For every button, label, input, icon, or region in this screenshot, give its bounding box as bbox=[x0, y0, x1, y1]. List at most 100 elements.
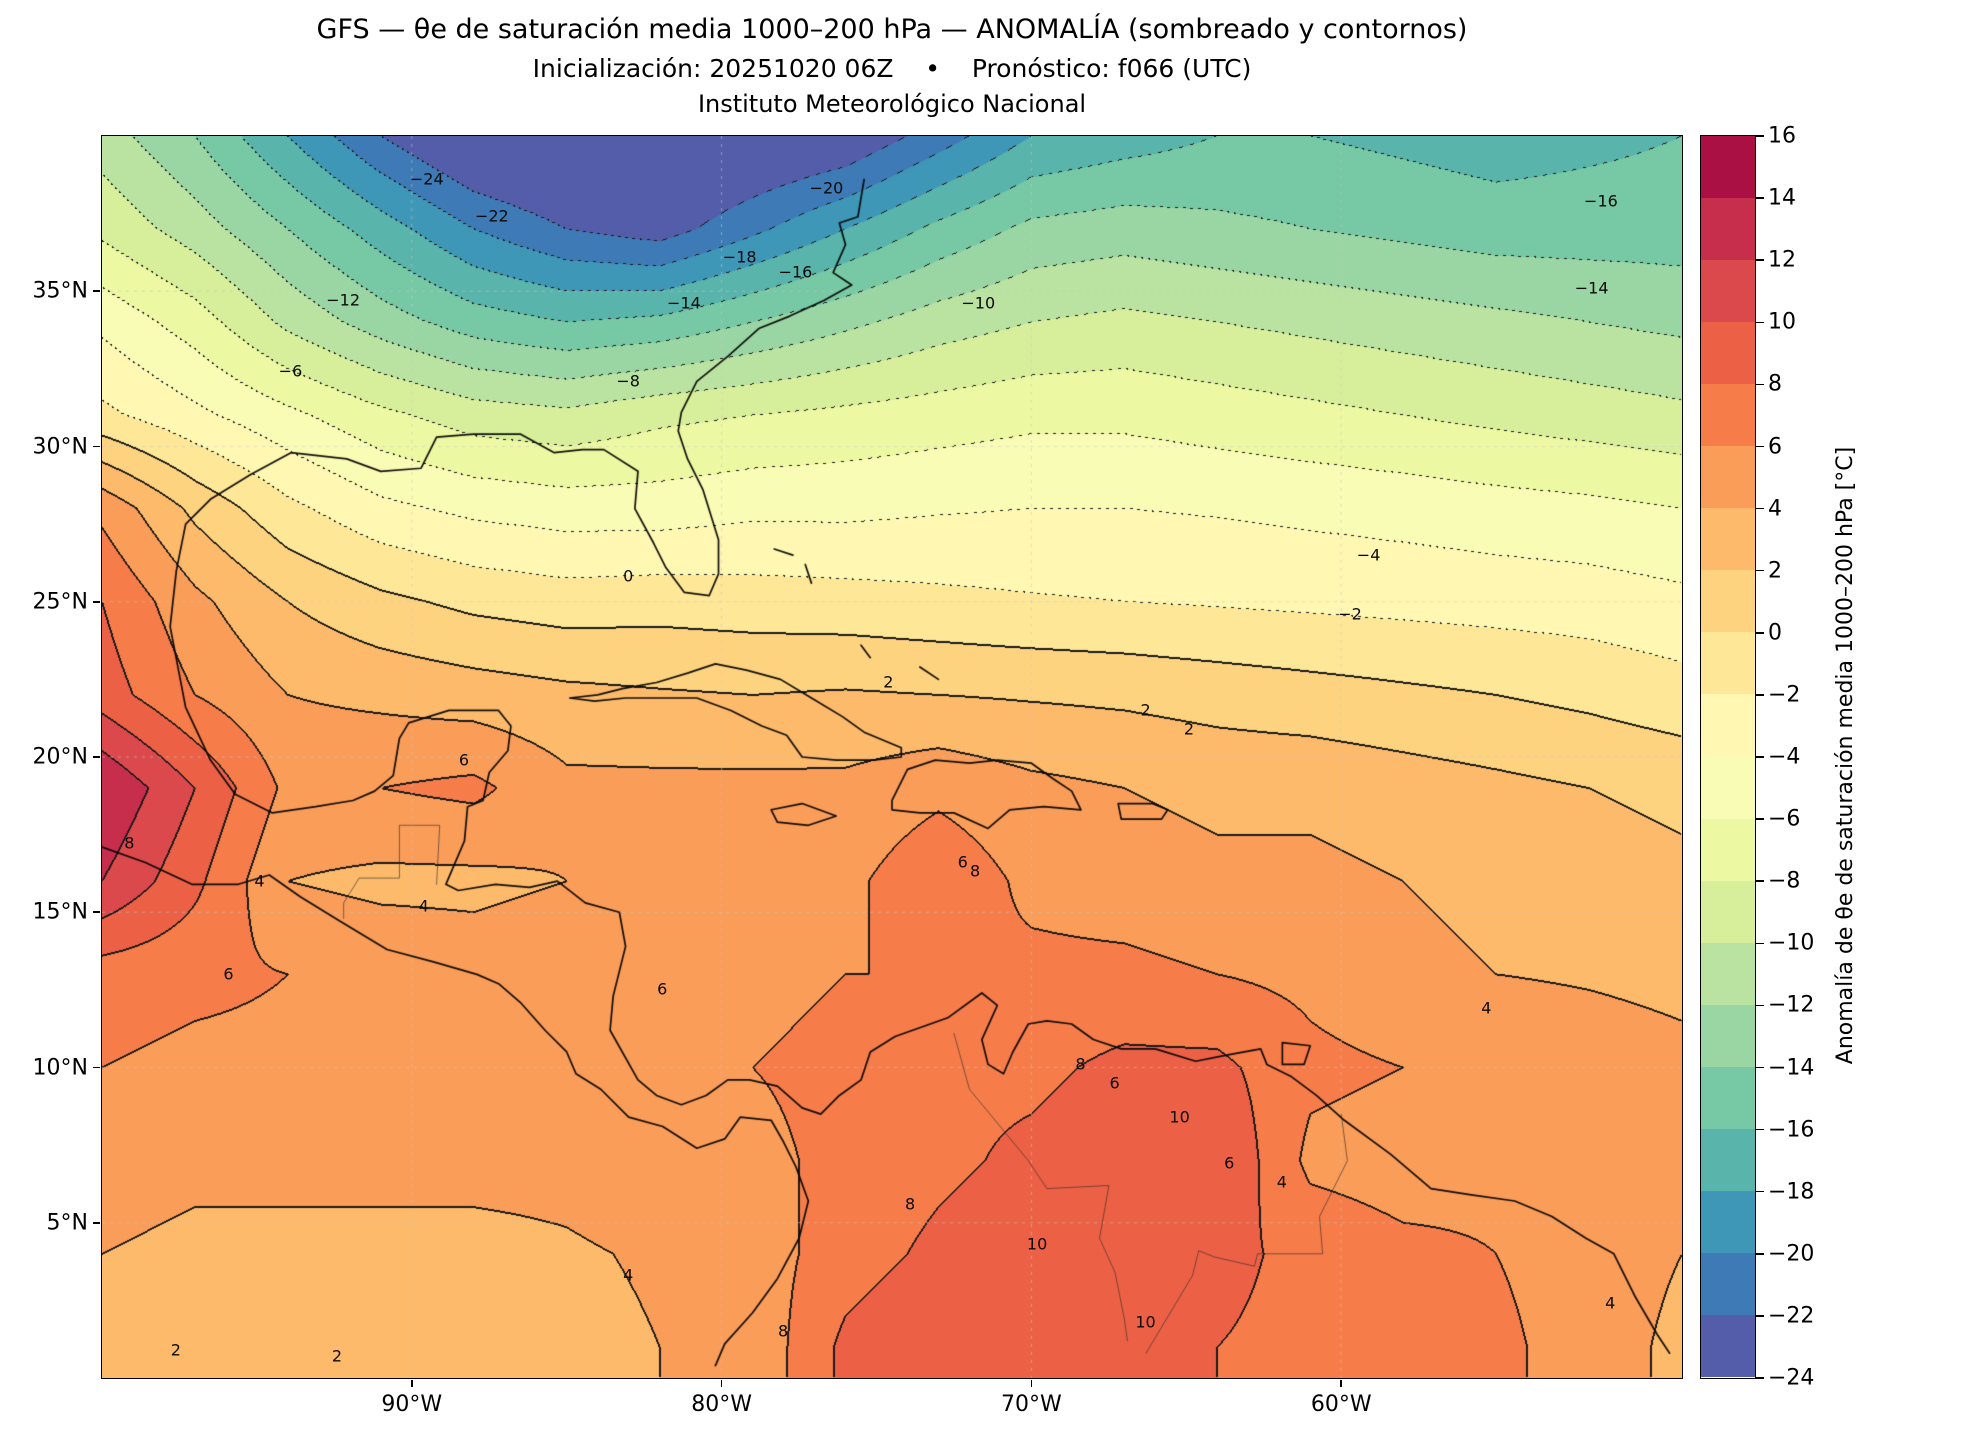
contour-label: −10 bbox=[961, 293, 996, 313]
contour-label: 4 bbox=[1276, 1172, 1287, 1192]
colorbar-tick-label: 8 bbox=[1768, 371, 1782, 397]
colorbar-tick-label: −8 bbox=[1768, 868, 1801, 894]
colorbar-segment bbox=[1701, 942, 1755, 1005]
contour-label: 4 bbox=[1605, 1293, 1616, 1313]
colorbar-label: Anomalía de θe de saturación media 1000–… bbox=[1833, 446, 1859, 1065]
contour-label: 6 bbox=[1109, 1073, 1120, 1093]
contour-label: −6 bbox=[278, 361, 303, 381]
contour-label: −12 bbox=[326, 290, 361, 310]
colorbar-tick-mark bbox=[1755, 1066, 1764, 1069]
colorbar-tick-label: −24 bbox=[1768, 1365, 1815, 1391]
x-tick-label: 60°W bbox=[1310, 1392, 1372, 1417]
colorbar-tick-mark bbox=[1755, 1128, 1764, 1131]
contour-label: 2 bbox=[1140, 700, 1151, 720]
x-tick-label: 90°W bbox=[381, 1392, 443, 1417]
colorbar-segment bbox=[1701, 1315, 1755, 1378]
colorbar-segment bbox=[1701, 1253, 1755, 1316]
contour-label: 2 bbox=[331, 1346, 343, 1366]
contour-label: 2 bbox=[170, 1340, 181, 1360]
contour-labels-layer: −24 −22 −20 −18 −16 −14 −12 −10 −8 −6 −16 −14 −4 −2 0 2… bbox=[102, 136, 1682, 1378]
colorbar-tick-mark bbox=[1755, 1190, 1764, 1193]
colorbar-tick-label: −22 bbox=[1768, 1303, 1815, 1329]
colorbar-label-wrap: Anomalía de θe de saturación media 1000–… bbox=[1822, 135, 1870, 1377]
contour-label: −24 bbox=[409, 169, 444, 189]
contour-label: 8 bbox=[124, 833, 135, 853]
y-tick-label: 20°N bbox=[32, 744, 88, 770]
colorbar-tick-label: −4 bbox=[1768, 744, 1801, 770]
colorbar-tick-mark bbox=[1755, 259, 1764, 261]
colorbar-tick-label: 14 bbox=[1768, 185, 1796, 211]
map-plot-area: −24 −22 −20 −18 −16 −14 −12 −10 −8 −6 −16 −14 −4 −2 0 2… bbox=[100, 134, 1683, 1379]
colorbar-tick-label: 6 bbox=[1768, 434, 1782, 459]
contour-label: −14 bbox=[667, 293, 701, 313]
colorbar-segment bbox=[1701, 135, 1755, 198]
colorbar-tick-mark bbox=[1755, 942, 1764, 945]
contour-label: −14 bbox=[1574, 278, 1609, 298]
contour-label: 8 bbox=[1075, 1054, 1086, 1074]
x-tick-label: 70°W bbox=[1001, 1392, 1062, 1417]
contour-label: −18 bbox=[722, 247, 757, 267]
x-tick-label: 80°W bbox=[691, 1392, 752, 1417]
colorbar-segment bbox=[1701, 570, 1755, 633]
contour-label: 2 bbox=[883, 672, 894, 692]
y-tick-label: 15°N bbox=[32, 899, 88, 925]
contour-label: 8 bbox=[970, 861, 981, 881]
y-tick-mark bbox=[93, 600, 100, 603]
contour-label: −4 bbox=[1356, 545, 1381, 565]
contour-label: 4 bbox=[254, 871, 265, 891]
contour-label: −2 bbox=[1338, 604, 1362, 624]
contour-label: 6 bbox=[1224, 1153, 1235, 1173]
colorbar-segment bbox=[1701, 1191, 1755, 1254]
colorbar-tick-label: 0 bbox=[1768, 620, 1782, 646]
chart-institution: Instituto Meteorológico Nacional bbox=[697, 90, 1087, 118]
y-tick-label: 30°N bbox=[32, 434, 88, 459]
colorbar-tick-mark bbox=[1755, 1315, 1764, 1317]
colorbar-tick-mark bbox=[1755, 445, 1764, 448]
colorbar-tick-mark bbox=[1755, 1253, 1764, 1255]
colorbar-tick-mark bbox=[1755, 818, 1764, 820]
x-tick-mark bbox=[1340, 1380, 1342, 1387]
colorbar-segment bbox=[1701, 1129, 1755, 1192]
colorbar-tick-label: 10 bbox=[1768, 309, 1796, 335]
contour-label: 10 bbox=[1026, 1234, 1048, 1254]
contour-label: 8 bbox=[777, 1321, 789, 1341]
y-tick-mark bbox=[93, 1066, 100, 1069]
colorbar-tick-label: −10 bbox=[1768, 930, 1815, 956]
contour-label: 4 bbox=[623, 1265, 634, 1285]
colorbar-tick-mark bbox=[1755, 569, 1764, 572]
colorbar-tick-mark bbox=[1755, 321, 1764, 324]
y-tick-mark bbox=[93, 290, 100, 293]
contour-label: 4 bbox=[1481, 998, 1492, 1018]
colorbar-tick-label: 16 bbox=[1768, 123, 1796, 149]
y-tick-label: 5°N bbox=[46, 1210, 88, 1236]
contour-label: −16 bbox=[1584, 191, 1618, 211]
y-tick-mark bbox=[93, 911, 100, 914]
y-tick-mark bbox=[93, 445, 100, 448]
colorbar-segment bbox=[1701, 383, 1755, 446]
contour-label: 8 bbox=[904, 1194, 916, 1214]
colorbar-tick-mark bbox=[1755, 756, 1764, 758]
y-tick-label: 25°N bbox=[32, 589, 88, 615]
chart-subtitle: Inicialización: 20251020 06Z • Pronóstic… bbox=[532, 54, 1252, 83]
contour-label: 0 bbox=[623, 566, 634, 586]
colorbar-tick-label: 4 bbox=[1768, 496, 1782, 522]
colorbar-tick-mark bbox=[1755, 880, 1764, 882]
x-tick-mark bbox=[411, 1380, 413, 1387]
colorbar-tick-label: −12 bbox=[1768, 992, 1815, 1018]
colorbar-segment bbox=[1701, 818, 1755, 881]
colorbar-tick-label: −6 bbox=[1768, 806, 1801, 832]
colorbar-segment bbox=[1701, 756, 1755, 819]
colorbar-tick-mark bbox=[1755, 197, 1764, 199]
y-tick-label: 10°N bbox=[32, 1055, 88, 1080]
colorbar-tick-label: −20 bbox=[1768, 1241, 1815, 1267]
contour-label: 6 bbox=[657, 979, 668, 999]
contour-label: −8 bbox=[616, 371, 640, 391]
title-block: GFS — θe de saturación media 1000–200 hP… bbox=[102, 14, 1682, 118]
colorbar-segment bbox=[1701, 259, 1755, 322]
colorbar-tick-label: 2 bbox=[1768, 558, 1782, 584]
colorbar-segment bbox=[1701, 321, 1755, 384]
colorbar-tick-label: 12 bbox=[1768, 247, 1796, 273]
y-tick-mark bbox=[93, 756, 100, 758]
contour-label: 6 bbox=[223, 964, 234, 984]
chart-title: GFS — θe de saturación media 1000–200 hP… bbox=[316, 14, 1468, 45]
